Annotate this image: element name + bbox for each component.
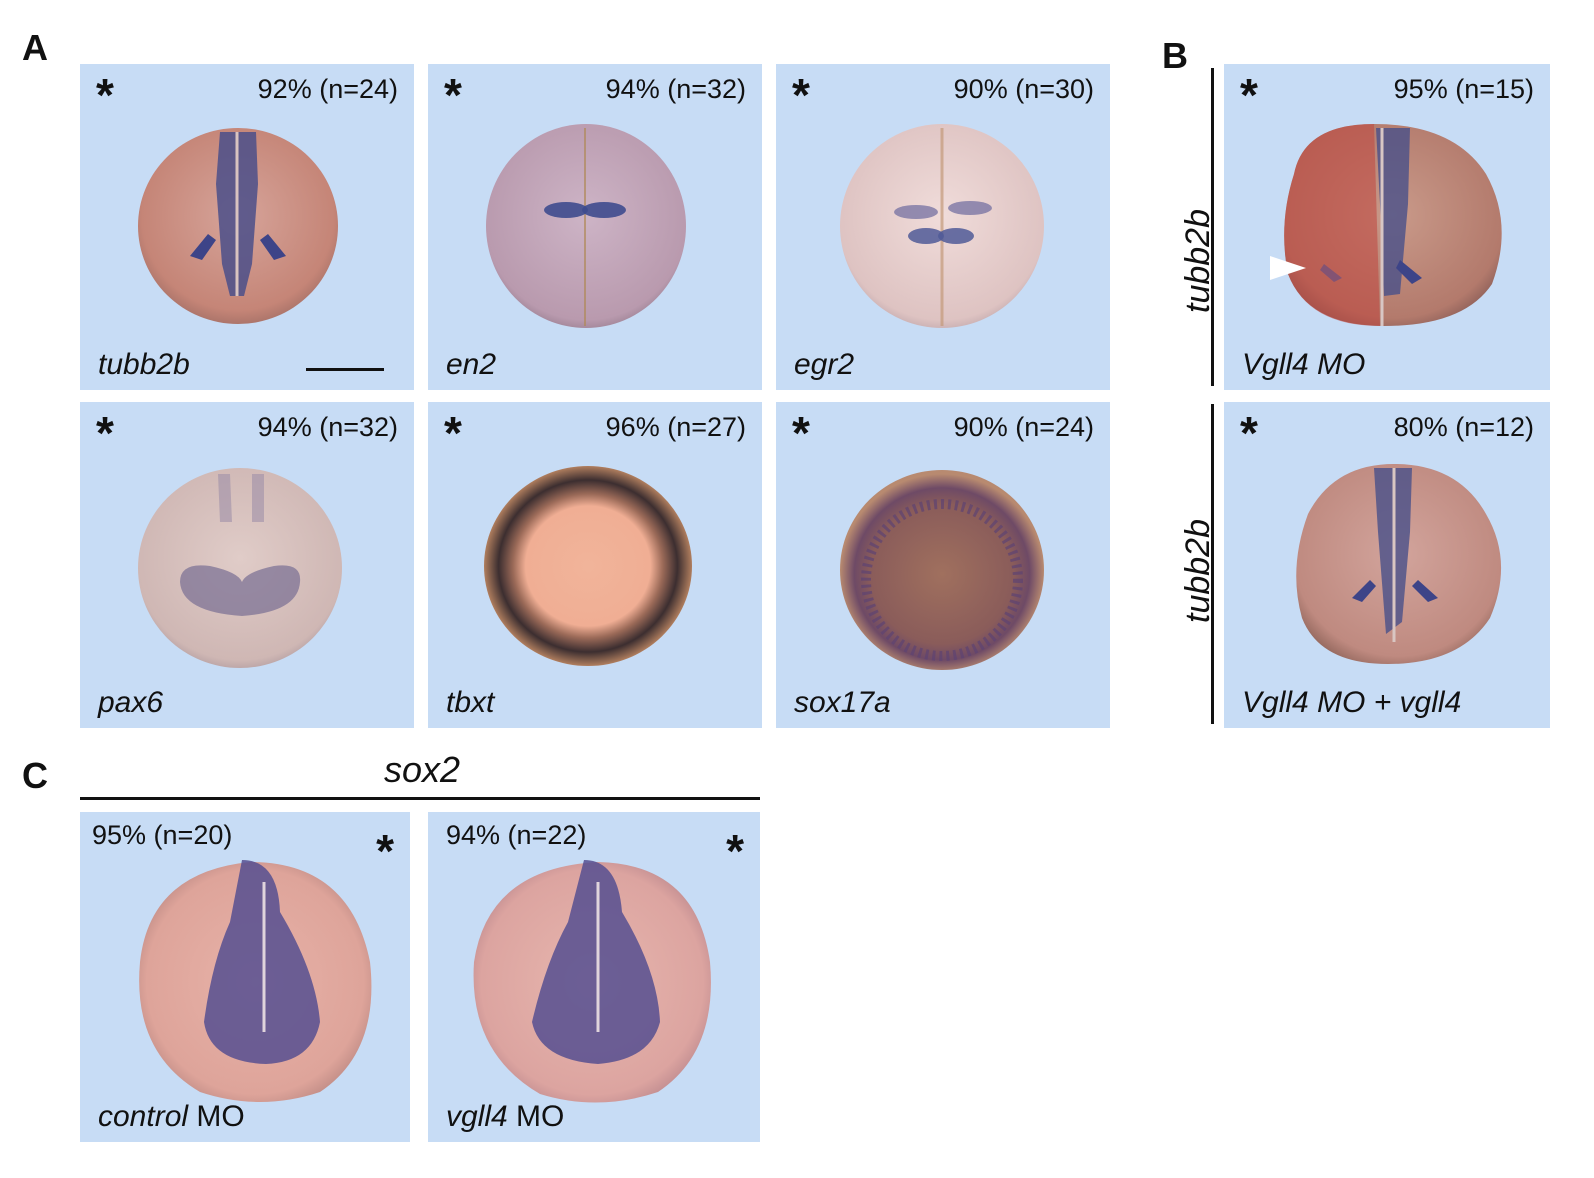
significance-star: * (444, 69, 462, 121)
significance-star: * (792, 69, 810, 121)
condition-label-plain: MO (507, 1100, 565, 1133)
panel-b-divider-top (1211, 68, 1214, 386)
panel-a-tbxt: * 96% (n=27) tbxt (428, 402, 762, 728)
panel-c-vgll4-mo: 94% (n=22) * vgll4 MO (428, 812, 760, 1142)
gene-label: tubb2b (98, 348, 190, 381)
condition-label: control MO (98, 1102, 245, 1132)
significance-star: * (792, 407, 810, 459)
panel-c-control-mo: 95% (n=20) * control MO (80, 812, 410, 1142)
gene-label: sox17a (794, 686, 891, 719)
significance-star: * (96, 69, 114, 121)
percentage-label: 95% (n=15) (1393, 74, 1534, 104)
panel-c-title: sox2 (384, 749, 461, 790)
condition-label: vgll4 MO (446, 1102, 564, 1132)
embryo-image (840, 470, 1044, 670)
embryo-image (139, 860, 372, 1102)
panel-a-en2: * 94% (n=32) en2 (428, 64, 762, 390)
percentage-label: 94% (n=32) (605, 74, 746, 104)
panel-c-title-rule (80, 797, 760, 800)
significance-star: * (376, 825, 394, 877)
percentage-label: 90% (n=30) (953, 74, 1094, 104)
embryo-image (473, 860, 711, 1103)
significance-star: * (444, 407, 462, 459)
embryo-image (486, 124, 686, 328)
condition-label: Vgll4 MO (1242, 348, 1366, 381)
percentage-label: 90% (n=24) (953, 412, 1094, 442)
embryo-image (1296, 464, 1502, 664)
panel-b-vgll4-mo-rescue: * 80% (n=12) Vgll4 MO + vgll4 (1224, 402, 1550, 728)
panel-a-sox17a: * 90% (n=24) sox17a (776, 402, 1110, 728)
scale-bar (306, 368, 384, 371)
panel-a-tubb2b: * 92% (n=24) tubb2b (80, 64, 414, 390)
condition-label-italic: vgll4 (446, 1100, 508, 1133)
significance-star: * (726, 825, 744, 877)
panel-a-pax6: * 94% (n=32) pax6 (80, 402, 414, 728)
percentage-label: 94% (n=22) (446, 820, 587, 850)
condition-label: Vgll4 MO + vgll4 (1242, 686, 1462, 719)
gene-label: pax6 (98, 686, 164, 719)
percentage-label: 96% (n=27) (605, 412, 746, 442)
significance-star: * (1240, 69, 1258, 121)
percentage-label: 95% (n=20) (92, 820, 233, 850)
arrowhead-icon (1270, 256, 1306, 280)
embryo-image (138, 128, 338, 324)
embryo-image (1284, 124, 1502, 326)
section-label-b: B (1162, 35, 1188, 76)
gene-label: tbxt (446, 686, 495, 719)
panel-a-egr2: * 90% (n=30) egr2 (776, 64, 1110, 390)
embryo-image (138, 468, 342, 668)
panel-b-vgll4-mo: * 95% (n=15) Vgll4 MO (1224, 64, 1550, 390)
embryo-image (840, 124, 1044, 328)
condition-label-italic: control (98, 1100, 189, 1133)
section-label-c: C (22, 755, 48, 796)
percentage-label: 92% (n=24) (257, 74, 398, 104)
panel-b-divider-bottom (1211, 404, 1214, 724)
embryo-image (484, 466, 692, 666)
percentage-label: 94% (n=32) (257, 412, 398, 442)
panel-b-side-label-bottom: tubb2b (1179, 519, 1217, 623)
section-label-a: A (22, 27, 48, 68)
gene-label: egr2 (794, 348, 855, 381)
condition-label-plain: MO (188, 1100, 245, 1133)
percentage-label: 80% (n=12) (1393, 412, 1534, 442)
gene-label: en2 (446, 348, 497, 381)
panel-b-side-label-top: tubb2b (1179, 209, 1217, 313)
significance-star: * (96, 407, 114, 459)
significance-star: * (1240, 407, 1258, 459)
